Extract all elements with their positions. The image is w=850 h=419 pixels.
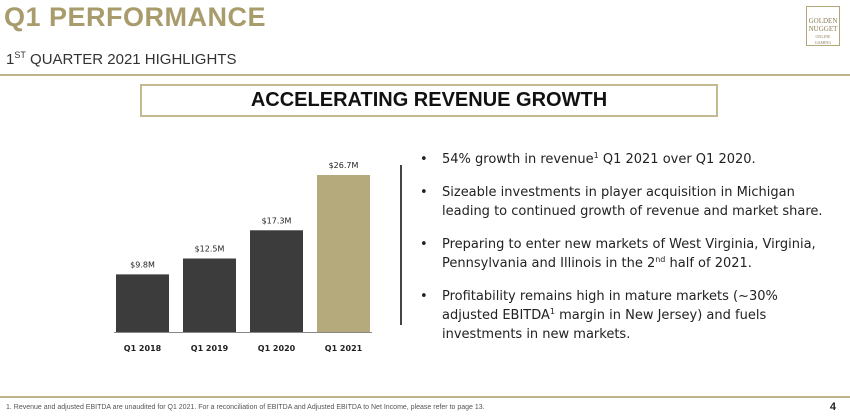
highlight-text: margin in New Jersey) and fuels investme… <box>442 308 767 342</box>
footnote: 1. Revenue and adjusted EBITDA are unaud… <box>6 404 485 411</box>
subtitle-ordinal-suffix: ST <box>14 50 26 60</box>
header-divider <box>0 74 850 76</box>
superscript: 1 <box>593 151 599 160</box>
company-logo: GOLDEN NUGGET ONLINE GAMING <box>806 6 840 46</box>
bar <box>250 230 303 332</box>
data-label: $9.8M <box>130 260 155 269</box>
highlights-list: 54% growth in revenue1 Q1 2021 over Q1 2… <box>420 150 835 358</box>
highlight-text: Preparing to enter new markets of West V… <box>442 237 816 271</box>
highlight-item: Preparing to enter new markets of West V… <box>420 235 835 273</box>
x-tick-label: Q1 2019 <box>191 344 229 353</box>
data-label: $12.5M <box>195 244 225 253</box>
subtitle-text: QUARTER 2021 HIGHLIGHTS <box>25 51 237 68</box>
highlight-item: Sizeable investments in player acquisiti… <box>420 183 835 221</box>
logo-text-line3: ONLINE GAMING <box>814 34 832 45</box>
x-tick-label: Q1 2020 <box>258 344 296 353</box>
superscript: nd <box>655 255 666 264</box>
page-title: Q1 PERFORMANCE <box>4 2 267 32</box>
logo-text-line2: NUGGET <box>808 25 838 33</box>
footer-divider <box>0 396 850 398</box>
page-subtitle: 1ST QUARTER 2021 HIGHLIGHTS <box>6 50 236 68</box>
bar <box>317 175 370 332</box>
superscript: 1 <box>549 307 555 316</box>
revenue-bar-chart: $9.8M Q1 2018 $12.5M Q1 2019 $17.3M Q1 2020 $2… <box>114 161 372 353</box>
data-label: $17.3M <box>262 216 292 225</box>
x-tick-label: Q1 2018 <box>124 344 162 353</box>
highlight-text: 54% growth in revenue <box>442 152 594 167</box>
page-number: 4 <box>829 401 836 413</box>
highlight-text: half of 2021. <box>665 256 752 271</box>
highlight-item: Profitability remains high in mature mar… <box>420 287 835 344</box>
section-banner: ACCELERATING REVENUE GROWTH <box>140 84 718 117</box>
subtitle-number: 1 <box>6 51 15 68</box>
x-tick-label: Q1 2021 <box>325 344 363 353</box>
highlight-text: Q1 2021 over Q1 2020. <box>598 152 756 167</box>
bar <box>183 258 236 332</box>
logo-text-line1: GOLDEN <box>808 17 838 25</box>
vertical-divider <box>400 165 402 325</box>
highlight-text: Profitability remains high in mature mar… <box>442 289 778 323</box>
highlight-item: 54% growth in revenue1 Q1 2021 over Q1 2… <box>420 150 835 169</box>
data-label: $26.7M <box>329 161 359 170</box>
highlight-text: Sizeable investments in player acquisiti… <box>442 185 823 219</box>
bar <box>116 274 169 332</box>
